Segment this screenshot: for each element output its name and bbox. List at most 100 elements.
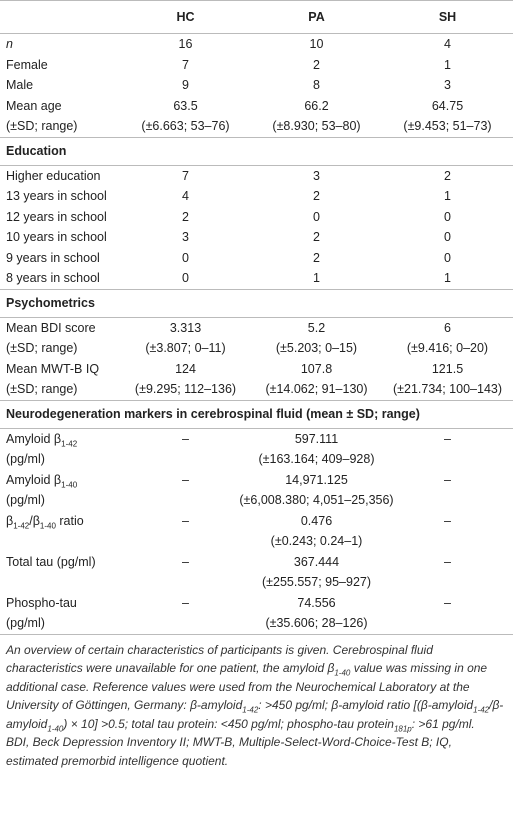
footnote-paragraph: BDI, Beck Depression Inventory II; MWT-B… (6, 733, 507, 770)
cell-value: (±21.734; 100–143) (392, 382, 503, 396)
cell-value: 1 (444, 57, 451, 72)
table-footnote: An overview of certain characteristics o… (0, 633, 513, 771)
data-row: Phospho-tau – 74.556 – (0, 593, 513, 614)
row-label: 12 years in school (0, 207, 120, 228)
label-text: Higher education (6, 168, 101, 183)
row-label: (±SD; range) (0, 338, 120, 359)
cell-value: (±9.295; 112–136) (134, 382, 237, 396)
subscript: 1-42 (242, 705, 259, 715)
cell-value: 16 (178, 37, 193, 51)
cell-value: 3 (444, 78, 451, 92)
cell-value: 63.5 (173, 98, 198, 113)
cell-value: 7 (182, 168, 189, 183)
cell-value: 121.5 (431, 361, 464, 376)
row-label: 9 years in school (0, 248, 120, 269)
data-row: Mean BDI score 3.313 5.2 6 (0, 317, 513, 338)
data-row: 8 years in school 0 1 1 (0, 268, 513, 289)
label-text: Amyloid β (6, 472, 62, 487)
data-row: Mean MWT-B IQ 124 107.8 121.5 (0, 359, 513, 380)
cell-value: 64.75 (431, 98, 464, 113)
cell-value: 74.556 (297, 595, 336, 610)
cell-value: 1 (444, 271, 451, 285)
row-label: 10 years in school (0, 227, 120, 248)
data-row: (pg/ml) (±6,008.380; 4,051–25,356) (0, 490, 513, 511)
cell-value: – (182, 554, 189, 569)
column-header: HC (176, 9, 195, 24)
cell-value: 2 (313, 230, 320, 244)
label-text: 9 years in school (6, 250, 100, 265)
section-row: Education (0, 136, 513, 166)
cell-value: (±0.243; 0.24–1) (270, 534, 363, 548)
data-row: (pg/ml) (±35.606; 28–126) (0, 613, 513, 634)
section-title: Psychometrics (0, 288, 513, 318)
cell-value: – (444, 513, 451, 528)
label-text: Mean BDI score (6, 320, 96, 335)
row-label (0, 531, 120, 552)
cell-value: – (182, 595, 189, 610)
cell-value: (±35.606; 28–126) (265, 616, 368, 630)
row-label: 8 years in school (0, 268, 120, 289)
cell-value: (±163.164; 409–928) (258, 452, 375, 466)
characteristics-table: HC PA SH n 16 10 4 Female 7 2 1 Male 9 8 3 Mean age 63.5… (0, 0, 513, 634)
data-row: (±SD; range) (±6.663; 53–76) (±8.930; 53–8… (0, 116, 513, 137)
cell-value: 10 (309, 37, 324, 51)
row-label: 13 years in school (0, 186, 120, 207)
data-row: (±255.557; 95–927) (0, 572, 513, 593)
cell-value: (±3.807; 0–11) (145, 341, 226, 355)
label-text: Male (6, 78, 34, 92)
label-text: (±SD; range) (6, 382, 78, 396)
section-title: Neurodegeneration markers in cerebrospin… (0, 399, 513, 429)
cell-value: 3 (313, 168, 320, 183)
label-text: (±SD; range) (6, 341, 78, 355)
data-row: Total tau (pg/ml) – 367.444 – (0, 552, 513, 573)
section-row: Psychometrics (0, 288, 513, 318)
row-label: (pg/ml) (0, 613, 120, 634)
subscript: 1-40 (61, 480, 78, 489)
data-row: (±SD; range) (±9.295; 112–136) (±14.062; 9… (0, 379, 513, 400)
cell-value: – (182, 513, 189, 528)
subscript: 1-40 (334, 668, 351, 678)
row-label: Amyloid β1-40 (0, 470, 120, 491)
cell-value: 66.2 (304, 98, 329, 113)
label-text: n (6, 37, 13, 51)
footnote-text: An overview of certain characteristics o… (6, 642, 433, 676)
footnote-text: BDI, Beck Depression Inventory II; MWT-B… (6, 735, 452, 768)
cell-value: 107.8 (300, 361, 333, 376)
cell-value: 2 (313, 250, 320, 265)
cell-value: 0.476 (300, 513, 333, 528)
cell-value: 7 (182, 57, 189, 72)
row-label: Total tau (pg/ml) (0, 552, 120, 573)
cell-value: 9 (182, 78, 189, 92)
label-text: Female (6, 57, 48, 72)
subscript: 1-42 (473, 705, 490, 715)
cell-value: – (182, 431, 189, 446)
cell-value: 124 (175, 361, 196, 376)
row-label: β1-42/β1-40 ratio (0, 511, 120, 532)
label-text: ratio (55, 513, 84, 528)
label-text: Phospho-tau (6, 595, 77, 610)
cell-value: (±8.930; 53–80) (272, 119, 361, 133)
cell-value: 2 (182, 209, 189, 224)
footnote-text: ) × 10] >0.5; total tau protein: <450 pg… (63, 716, 394, 731)
row-label: Higher education (0, 165, 120, 186)
data-row: (±0.243; 0.24–1) (0, 531, 513, 552)
cell-value: 0 (444, 209, 451, 224)
row-label: Male (0, 75, 120, 96)
footnote-text: value was missing in one additional case… (6, 661, 488, 712)
cell-value: 2 (313, 189, 320, 203)
label-text: Mean MWT-B IQ (6, 361, 100, 376)
cell-value: – (444, 595, 451, 610)
cell-value: 597.111 (294, 431, 339, 446)
column-header: SH (438, 9, 457, 24)
row-label: Phospho-tau (0, 593, 120, 614)
data-row: 10 years in school 3 2 0 (0, 227, 513, 248)
cell-value: 6 (444, 320, 451, 335)
cell-value: 1 (444, 189, 451, 203)
cell-value: (±14.062; 91–130) (265, 382, 368, 396)
footnote-text: /β-amyloid (6, 698, 504, 731)
label-text: (pg/ml) (6, 452, 45, 466)
footnote-text: : >61 pg/ml. (411, 716, 475, 731)
data-row: 12 years in school 2 0 0 (0, 207, 513, 228)
header-row: HC PA SH (0, 0, 513, 34)
label-text: /β (29, 513, 40, 528)
